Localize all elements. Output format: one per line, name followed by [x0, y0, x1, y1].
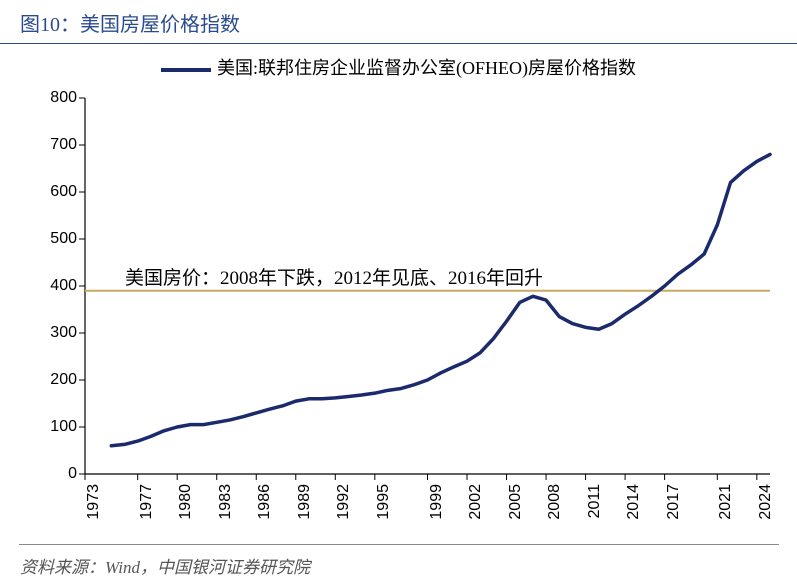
xtick-label: 2011: [586, 484, 604, 534]
xtick-label: 1973: [85, 484, 103, 534]
ytick-label: 800: [37, 89, 77, 107]
xtick-label: 2017: [665, 484, 683, 534]
xtick-label: 1986: [256, 484, 274, 534]
xtick-label: 2024: [757, 484, 775, 534]
xtick-label: 1992: [335, 484, 353, 534]
chart-svg: [0, 44, 797, 544]
xtick-label: 1977: [138, 484, 156, 534]
ytick-label: 0: [37, 465, 77, 483]
source-text: 资料来源：Wind，中国银河证券研究院: [0, 545, 797, 586]
ytick-label: 100: [37, 418, 77, 436]
chart-title: 图10：美国房屋价格指数: [20, 14, 240, 36]
xtick-label: 2008: [546, 484, 564, 534]
xtick-label: 2002: [467, 484, 485, 534]
xtick-label: 2021: [717, 484, 735, 534]
xtick-label: 1995: [375, 484, 393, 534]
ytick-label: 400: [37, 277, 77, 295]
ytick-label: 600: [37, 183, 77, 201]
xtick-label: 1999: [428, 484, 446, 534]
ytick-label: 700: [37, 136, 77, 154]
ytick-label: 300: [37, 324, 77, 342]
xtick-label: 2005: [507, 484, 525, 534]
ytick-label: 500: [37, 230, 77, 248]
xtick-label: 1989: [296, 484, 314, 534]
xtick-label: 1980: [177, 484, 195, 534]
chart-area: 美国:联邦住房企业监督办公室(OFHEO)房屋价格指数 010020030040…: [0, 44, 797, 544]
xtick-label: 1983: [217, 484, 235, 534]
xtick-label: 2014: [625, 484, 643, 534]
ytick-label: 200: [37, 371, 77, 389]
annotation-text: 美国房价：2008年下跌，2012年见底、2016年回升: [125, 263, 543, 290]
